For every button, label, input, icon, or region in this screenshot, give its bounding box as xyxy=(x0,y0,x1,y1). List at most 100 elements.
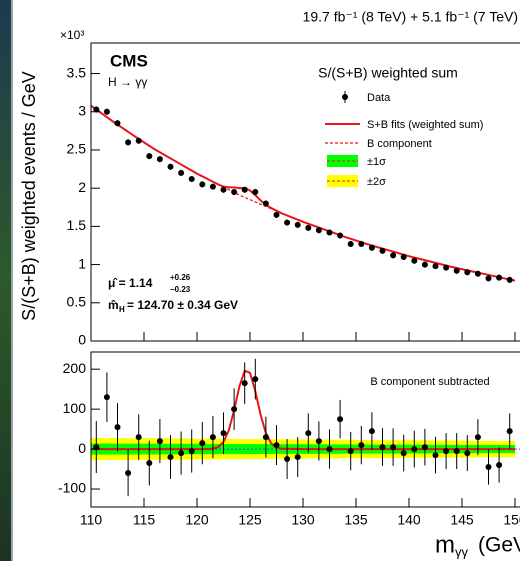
data-point xyxy=(358,240,365,247)
data-point xyxy=(135,434,142,441)
data-point xyxy=(93,106,100,113)
mu-up: +0.26 xyxy=(170,273,191,282)
data-point xyxy=(284,456,291,463)
data-point xyxy=(411,446,418,453)
data-point xyxy=(347,240,354,247)
legend-label: Data xyxy=(367,92,391,104)
data-point xyxy=(337,416,344,423)
x-tick-label: 150 xyxy=(503,512,520,528)
x-tick-label: 110 xyxy=(80,512,103,528)
data-point xyxy=(485,275,492,282)
data-point xyxy=(114,424,121,431)
data-point xyxy=(305,430,312,437)
panel: 0 0.5 1 1.5 2 2.5 3 3.5 xyxy=(67,42,520,348)
data-point xyxy=(209,183,216,190)
mu-down: −0.23 xyxy=(170,285,191,294)
data-point xyxy=(199,181,206,188)
y-tick-label: 1 xyxy=(78,255,86,271)
plot-area xyxy=(91,352,520,507)
x-axis-label-sub: γγ xyxy=(455,544,469,559)
data-point xyxy=(167,454,174,461)
plot-area xyxy=(91,43,520,341)
data-point xyxy=(337,232,344,239)
luminosity-title: 19.7 fb⁻¹ (8 TeV) + 5.1 fb⁻¹ (7 TeV) xyxy=(303,9,518,25)
y-tick-label: 2.5 xyxy=(67,141,87,157)
x-tick-label: 145 xyxy=(450,512,474,528)
data-point xyxy=(506,428,513,435)
data-point xyxy=(443,264,450,271)
data-point xyxy=(167,163,174,170)
data-point xyxy=(284,219,291,226)
panel: -100 0 100 200 110 115 120 125 130 135 140 145 150 xyxy=(58,351,520,528)
legend-label: ±2σ xyxy=(367,176,386,188)
y-tick-label: 1.5 xyxy=(67,217,87,233)
data-point xyxy=(146,460,153,467)
y-multiplier: ×10³ xyxy=(60,28,84,42)
data-point xyxy=(125,139,132,146)
data-point xyxy=(421,444,428,451)
data-point xyxy=(252,376,259,383)
data-point xyxy=(220,186,227,193)
data-point xyxy=(220,430,227,437)
mu-hat: μ̂ = 1.14 xyxy=(108,276,153,290)
x-tick-label: 125 xyxy=(238,512,262,528)
data-point xyxy=(146,153,153,160)
x-axis-label: m xyxy=(435,531,455,558)
data-point xyxy=(443,448,450,455)
y-tick-label: 3.5 xyxy=(67,64,87,80)
mass-value: = 124.70 ± 0.34 GeV xyxy=(127,298,238,312)
data-point xyxy=(326,229,333,236)
data-point xyxy=(156,156,163,163)
data-point xyxy=(294,454,301,461)
data-point xyxy=(103,108,110,115)
data-point xyxy=(453,448,460,455)
data-point xyxy=(379,247,386,254)
data-point xyxy=(368,428,375,435)
data-point xyxy=(506,276,513,283)
data-point xyxy=(262,200,269,207)
y-tick-label: 2 xyxy=(78,179,86,195)
data-point xyxy=(496,462,503,469)
data-point xyxy=(252,189,259,195)
data-point xyxy=(241,186,248,193)
data-point xyxy=(421,261,428,268)
data-point xyxy=(368,244,375,251)
data-point xyxy=(231,406,238,413)
legend-swatch xyxy=(342,94,348,100)
data-point xyxy=(358,442,365,449)
data-point xyxy=(326,446,333,453)
data-point xyxy=(209,434,216,441)
data-point xyxy=(496,274,503,281)
y-tick-label: 200 xyxy=(63,360,87,376)
data-point xyxy=(390,444,397,451)
legend-label: B component xyxy=(367,138,432,150)
data-point xyxy=(241,380,248,387)
data-point xyxy=(347,448,354,455)
panel-annotation: B component subtracted xyxy=(370,376,489,388)
data-point xyxy=(188,176,195,183)
data-point xyxy=(464,450,471,457)
data-point xyxy=(114,120,121,127)
x-tick-label: 130 xyxy=(291,512,315,528)
data-point xyxy=(485,464,492,471)
y-tick-label: -100 xyxy=(58,480,86,496)
data-point xyxy=(305,224,312,231)
data-point xyxy=(178,169,185,176)
data-point xyxy=(400,450,407,457)
data-point xyxy=(474,434,481,441)
legend-title: S/(S+B) weighted sum xyxy=(318,65,458,81)
experiment-label: CMS xyxy=(110,51,148,70)
data-point xyxy=(103,394,110,401)
data-point xyxy=(188,448,195,455)
y-tick-label: 0 xyxy=(78,332,86,348)
data-point xyxy=(156,438,163,445)
data-point xyxy=(390,252,397,259)
data-point xyxy=(432,263,439,270)
data-point xyxy=(125,470,132,477)
y-tick-label: 0.5 xyxy=(67,293,87,309)
axis-frame xyxy=(90,351,520,508)
y-tick-label: 0 xyxy=(78,440,86,456)
x-tick-label: 120 xyxy=(185,512,209,528)
